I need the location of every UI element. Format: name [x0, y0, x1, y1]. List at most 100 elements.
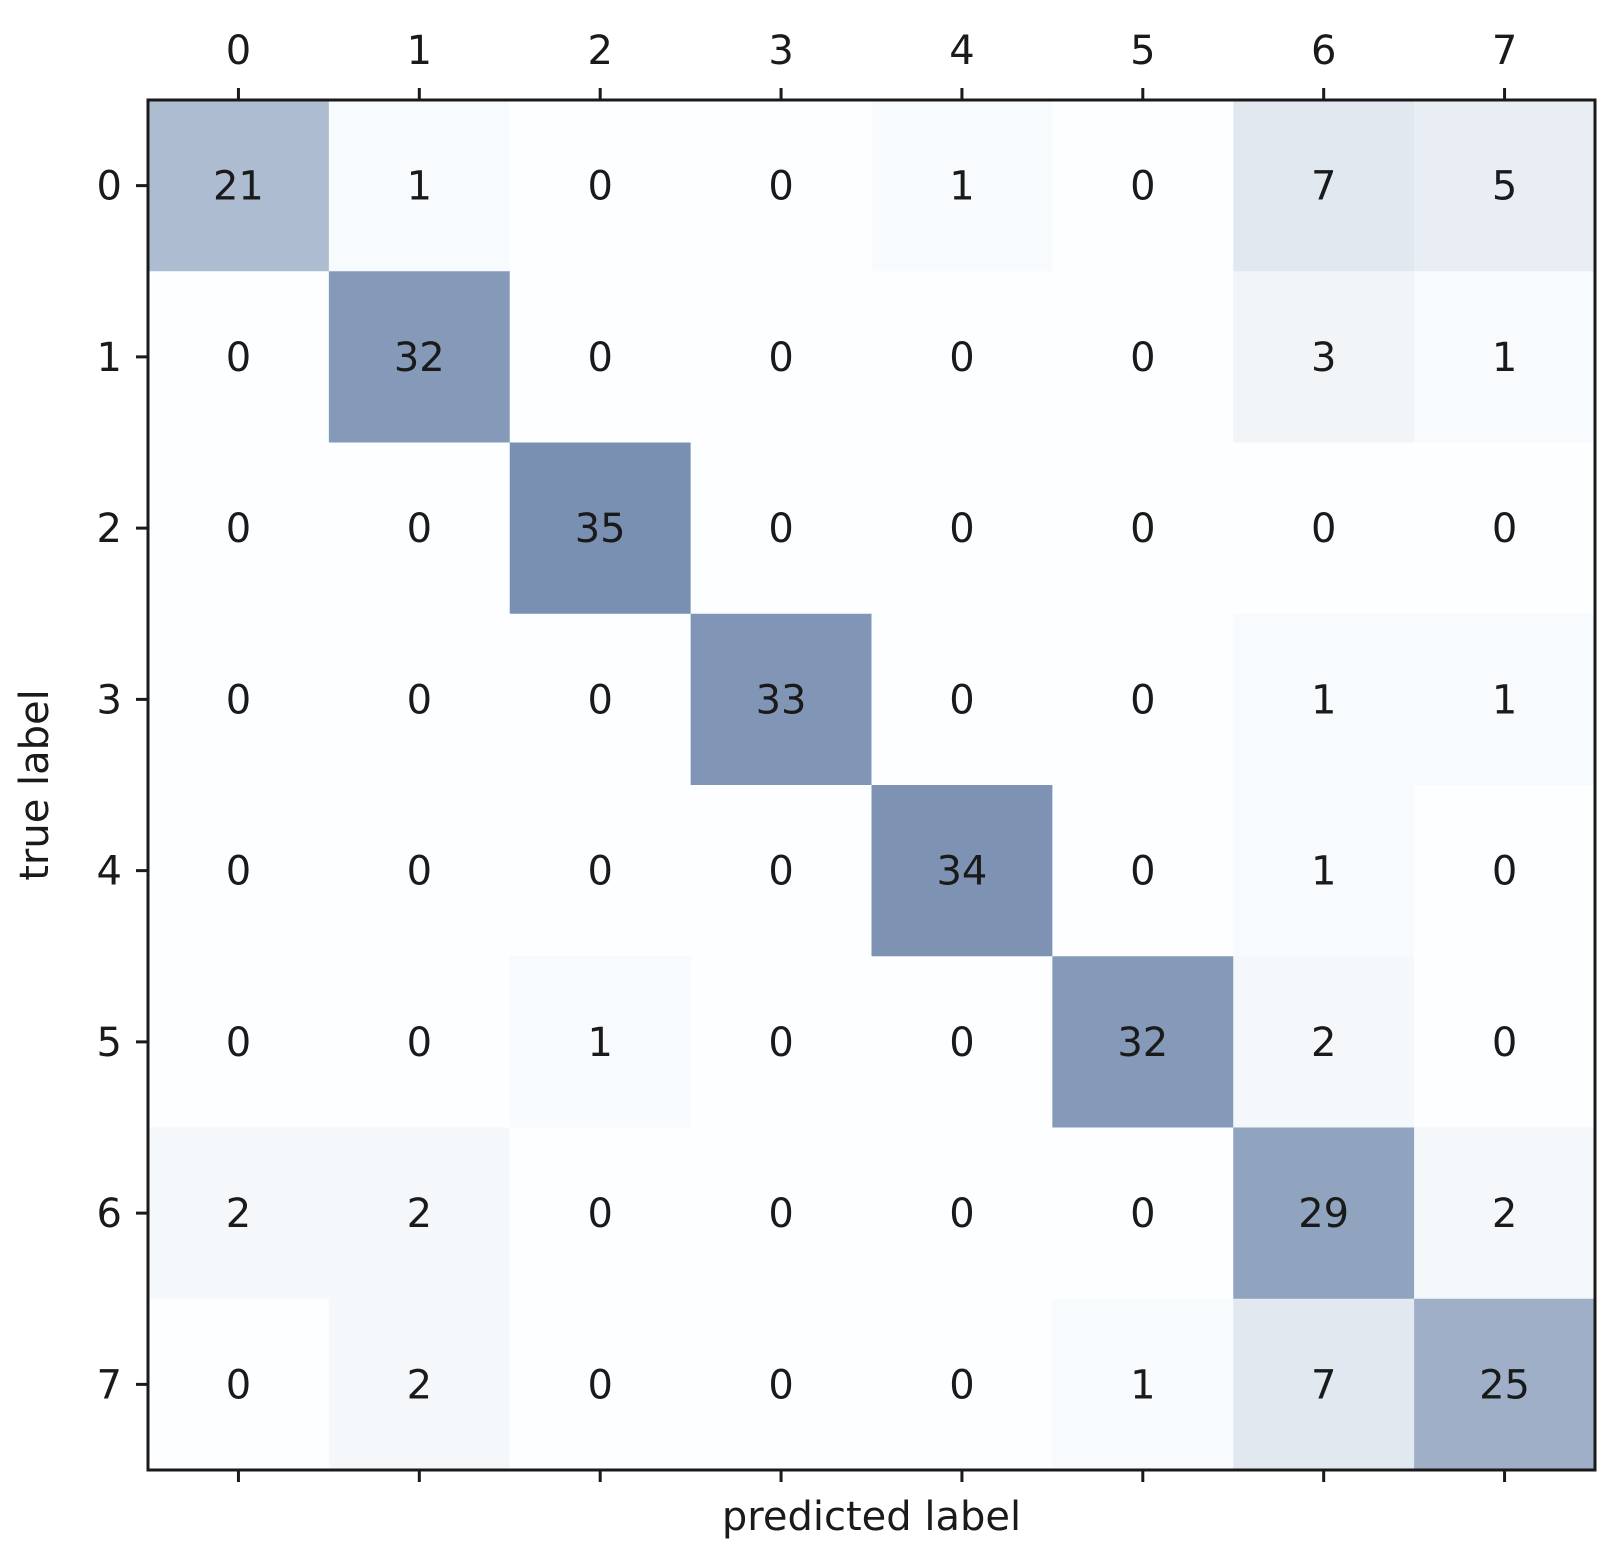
cell-value-r1-c2: 0: [587, 335, 612, 381]
cell-value-r4-c0: 0: [226, 849, 251, 895]
heatmap-cell-r5-c0: [148, 956, 330, 1128]
cell-value-r2-c5: 0: [1130, 506, 1155, 552]
cell-value-r5-c7: 0: [1492, 1020, 1517, 1066]
cell-value-r2-c6: 0: [1311, 506, 1336, 552]
x-axis-label: predicted label: [722, 1494, 1021, 1540]
heatmap-cell-r6-c5: [1052, 1127, 1234, 1300]
heatmap-cell-r7-c5: [1052, 1298, 1234, 1471]
cell-value-r4-c7: 0: [1492, 849, 1517, 895]
y-axis-ticks: 0 1 2 3 4 5 6 7: [97, 164, 148, 1408]
heatmap-cell-r3-c3: [690, 613, 872, 786]
y-tick-label-6: 6: [97, 1191, 122, 1237]
heatmap-cell-r2-c4: [871, 442, 1053, 615]
cell-value-r5-c1: 0: [407, 1020, 432, 1066]
x-axis-ticks: 0 1 2 3 4 5 6 7: [226, 28, 1517, 100]
plot-frame: [146, 98, 1597, 1472]
cell-value-r1-c4: 0: [949, 335, 974, 381]
cell-value-r4-c2: 0: [587, 849, 612, 895]
heatmap-cell-r6-c1: [328, 1127, 511, 1300]
cell-value-r0-c4: 1: [949, 164, 974, 210]
cell-value-r3-c5: 0: [1130, 677, 1155, 723]
heatmap-cell-r2-c1: [328, 442, 511, 615]
cell-value-r3-c4: 0: [949, 677, 974, 723]
cell-value-r0-c7: 5: [1492, 164, 1517, 210]
cell-value-r3-c3: 33: [756, 677, 807, 723]
cell-value-r0-c2: 0: [587, 164, 612, 210]
heatmap-cell-r2-c7: [1414, 442, 1596, 615]
cell-value-r7-c1: 2: [407, 1362, 432, 1408]
x-tick-label-5: 5: [1130, 28, 1155, 74]
cell-value-r2-c2: 35: [575, 506, 626, 552]
cell-value-r7-c4: 0: [949, 1362, 974, 1408]
cell-value-r0-c6: 7: [1311, 164, 1336, 210]
cell-value-r4-c3: 0: [768, 849, 793, 895]
heatmap-cell-r3-c6: [1233, 613, 1415, 786]
cell-value-r3-c0: 0: [226, 677, 251, 723]
cell-value-r6-c5: 0: [1130, 1191, 1155, 1237]
cell-value-r5-c4: 0: [949, 1020, 974, 1066]
heatmap-cell-r1-c1: [328, 271, 511, 443]
cell-value-r6-c3: 0: [768, 1191, 793, 1237]
heatmap-cell-r5-c6: [1233, 956, 1415, 1128]
heatmap-cell-r3-c5: [1052, 613, 1234, 786]
x-tick-label-6: 6: [1311, 28, 1336, 74]
x-tick-label-3: 3: [768, 28, 793, 74]
cell-value-r7-c6: 7: [1311, 1362, 1336, 1408]
y-tick-label-7: 7: [97, 1362, 122, 1408]
y-tick-label-0: 0: [97, 164, 122, 210]
heatmap-cell-r4-c0: [148, 785, 330, 957]
cell-value-r5-c0: 0: [226, 1020, 251, 1066]
heatmap-cell-r6-c3: [690, 1127, 872, 1300]
heatmap-cell-r5-c2: [509, 956, 692, 1128]
cell-value-r6-c7: 2: [1492, 1191, 1517, 1237]
x-tick-label-1: 1: [407, 28, 432, 74]
heatmap-cell-r4-c4: [871, 785, 1053, 957]
cell-value-r4-c4: 34: [936, 849, 987, 895]
heatmap-cell-r1-c6: [1233, 271, 1415, 443]
heatmap-cell-r4-c3: [690, 785, 872, 957]
heatmap-cell-r5-c7: [1414, 956, 1596, 1128]
cell-value-r1-c3: 0: [768, 335, 793, 381]
heatmap-cell-r1-c5: [1052, 271, 1234, 443]
heatmap-cell-r3-c2: [509, 613, 692, 786]
cell-value-r1-c1: 32: [394, 335, 445, 381]
heatmap-cell-r5-c1: [328, 956, 511, 1128]
heatmap-cell-r0-c7: [1414, 100, 1596, 272]
heatmap-cell-r6-c7: [1414, 1127, 1596, 1300]
heatmap-cell-r1-c7: [1414, 271, 1596, 443]
x-tick-label-0: 0: [226, 28, 251, 74]
heatmap-cell-r5-c3: [690, 956, 872, 1128]
heatmap-cell-r2-c0: [148, 442, 330, 615]
cell-value-r6-c6: 29: [1298, 1191, 1349, 1237]
cell-value-r0-c3: 0: [768, 164, 793, 210]
cell-value-r7-c5: 1: [1130, 1362, 1155, 1408]
heatmap-cell-r0-c0: [148, 100, 330, 272]
x-tick-label-2: 2: [587, 28, 612, 74]
cell-value-r7-c7: 25: [1479, 1362, 1530, 1408]
heatmap-cell-r0-c2: [509, 100, 692, 272]
y-tick-label-2: 2: [97, 506, 122, 552]
heatmap-cell-r1-c4: [871, 271, 1053, 443]
cell-value-r2-c3: 0: [768, 506, 793, 552]
x-tick-label-7: 7: [1492, 28, 1517, 74]
heatmap-cell-r5-c5: [1052, 956, 1234, 1128]
heatmap-cell-r4-c2: [509, 785, 692, 957]
heatmap-cell-r2-c6: [1233, 442, 1415, 615]
cell-value-r4-c5: 0: [1130, 849, 1155, 895]
cell-value-r0-c0: 21: [213, 164, 264, 210]
heatmap-cell-r7-c7: [1414, 1298, 1596, 1471]
cell-value-r5-c6: 2: [1311, 1020, 1336, 1066]
heatmap-cells: [148, 100, 1596, 1471]
cell-value-r4-c6: 1: [1311, 849, 1336, 895]
heatmap-cell-r1-c2: [509, 271, 692, 443]
heatmap-cell-r4-c1: [328, 785, 511, 957]
cell-value-r1-c6: 3: [1311, 335, 1336, 381]
cell-value-r5-c3: 0: [768, 1020, 793, 1066]
cell-value-r6-c1: 2: [407, 1191, 432, 1237]
heatmap-cell-r7-c6: [1233, 1298, 1415, 1471]
heatmap-cell-r3-c4: [871, 613, 1053, 786]
cell-value-r0-c1: 1: [407, 164, 432, 210]
cell-value-r3-c1: 0: [407, 677, 432, 723]
y-tick-label-1: 1: [97, 335, 122, 381]
